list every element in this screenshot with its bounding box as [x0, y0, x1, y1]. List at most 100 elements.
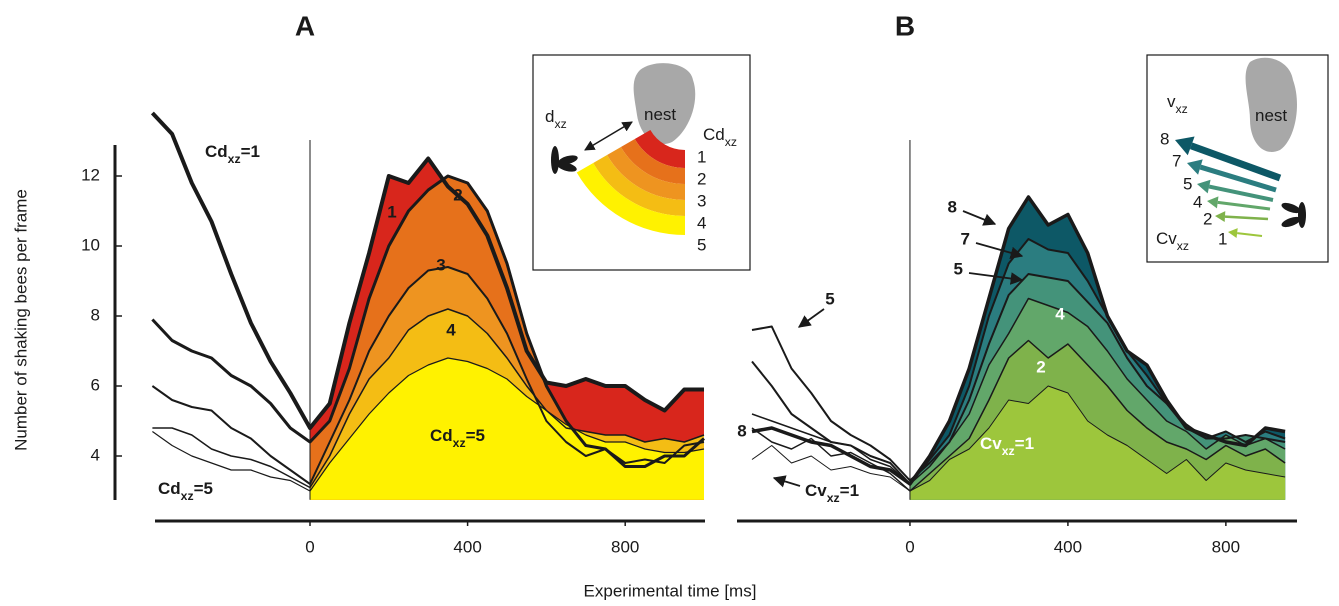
legend-swatch: [1199, 164, 1277, 193]
series-line: [152, 357, 705, 492]
annotation-part: xz: [181, 489, 194, 503]
legend-swatch: [1197, 179, 1211, 194]
pointer-arrow: [975, 242, 1024, 259]
y-axis-label: Number of shaking bees per frame: [11, 189, 30, 451]
annotation-part: =5: [466, 426, 485, 445]
legend-swatch: [1187, 159, 1203, 175]
annotation-part: xz: [453, 436, 466, 450]
annotation-part: =5: [194, 479, 213, 498]
annotation-part: xz: [725, 135, 737, 149]
x-tick-label: 0: [305, 537, 314, 556]
series-label: 2: [453, 185, 462, 204]
y-tick-label: 6: [91, 375, 100, 394]
x-tick-label: 400: [453, 537, 481, 556]
annotation-part: =1: [1015, 434, 1034, 453]
annotation-part: Cv: [805, 481, 827, 500]
annotation-part: v: [1167, 92, 1176, 111]
series-label: 2: [1036, 357, 1045, 376]
annotation: nest: [1255, 106, 1287, 125]
legend-label: 7: [1172, 151, 1181, 170]
legend-label: 2: [1203, 209, 1212, 228]
annotation: Cdxz=1: [205, 142, 260, 166]
legend-swatch: [576, 163, 685, 235]
legend-swatch: [634, 130, 685, 168]
legend-label: 1: [697, 147, 706, 166]
nest-icon: [1245, 57, 1297, 152]
series-label: 3: [436, 255, 445, 274]
y-tick-label: 10: [81, 235, 100, 254]
annotation-part: xz: [228, 152, 241, 166]
series-line: [150, 111, 704, 430]
annotation-part: Cv: [1156, 229, 1177, 248]
series-label: 8: [948, 197, 957, 216]
pointer-arrow: [968, 272, 1024, 285]
annotation-part: Cd: [703, 125, 725, 144]
y-tick-label: 8: [91, 305, 100, 324]
x-tick-label: 800: [1212, 537, 1240, 556]
panel-title: B: [895, 10, 915, 41]
annotation: Cvxz: [1156, 229, 1189, 253]
series-label: 4: [446, 320, 456, 339]
legend-swatch: [1207, 196, 1219, 209]
series-line: [751, 339, 1286, 492]
y-tick-label: 4: [91, 445, 100, 464]
annotation: Cdxz: [703, 125, 737, 149]
annotation-part: Cv: [980, 434, 1002, 453]
series-label: 5: [954, 259, 963, 278]
inset-box: [1146, 54, 1329, 263]
series-line: [751, 385, 1286, 492]
legend-swatch: [1208, 184, 1274, 202]
distance-arrow: [584, 121, 633, 151]
legend-swatch: [1215, 211, 1226, 223]
legend-swatch: [1237, 232, 1263, 237]
annotation: Cdxz=5: [430, 426, 485, 450]
bee-icon: [1281, 202, 1306, 228]
annotation: Cvxz=1: [980, 434, 1034, 458]
legend-swatch: [1189, 142, 1282, 182]
annotation: vxz: [1167, 92, 1188, 116]
series-label: 7: [961, 229, 970, 248]
x-axis-label: Experimental time [ms]: [584, 581, 757, 600]
annotation-part: =1: [840, 481, 859, 500]
annotation-part: xz: [1177, 239, 1189, 253]
annotation-part: xz: [827, 491, 840, 505]
legend-label: 5: [1183, 174, 1192, 193]
series-line: [152, 308, 705, 489]
annotation-part: nest: [1255, 106, 1287, 125]
legend-swatch: [1224, 215, 1269, 221]
annotation-part: xz: [554, 117, 566, 131]
annotation: Cdxz=5: [158, 479, 213, 503]
legend-swatch: [620, 139, 685, 184]
series-label: 1: [387, 202, 396, 221]
legend-label: 8: [1160, 129, 1169, 148]
series-line: [751, 297, 1286, 485]
x-tick-label: 0: [905, 537, 914, 556]
annotation-part: Cd: [158, 479, 181, 498]
legend-swatch: [1217, 200, 1271, 211]
annotation-part: nest: [644, 105, 676, 124]
series-line: [151, 266, 705, 485]
pointer-arrow: [772, 475, 801, 488]
annotation-part: Cd: [430, 426, 453, 445]
legend-label: 5: [697, 235, 706, 254]
legend-label: 3: [697, 191, 706, 210]
series-label: 4: [1055, 304, 1065, 323]
legend-label: 1: [1218, 229, 1227, 248]
area-fill: [310, 358, 704, 500]
annotation-part: xz: [1002, 444, 1015, 458]
pointer-arrow: [797, 308, 825, 328]
area-fill: [909, 386, 1286, 500]
annotation-part: =1: [241, 142, 260, 161]
legend-label: 4: [697, 213, 706, 232]
annotation-part: d: [545, 107, 554, 126]
legend-swatch: [607, 147, 685, 200]
pointer-arrow: [962, 210, 997, 226]
series-label: 5: [825, 289, 834, 308]
annotation-part: xz: [1176, 102, 1188, 116]
legend-label: 2: [697, 169, 706, 188]
legend-swatch: [1228, 228, 1238, 239]
annotation: Cvxz=1: [805, 481, 859, 505]
x-tick-label: 400: [1054, 537, 1082, 556]
y-tick-label: 12: [81, 165, 100, 184]
